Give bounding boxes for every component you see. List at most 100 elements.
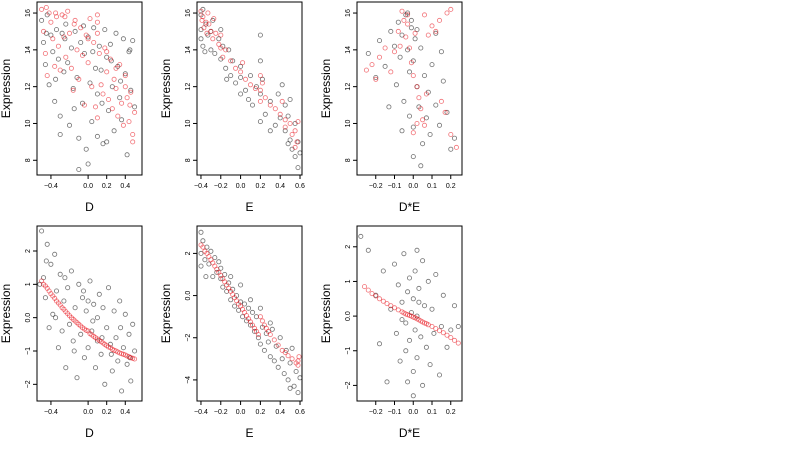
x-tick-label: 0.1: [427, 183, 437, 190]
data-point: [267, 354, 273, 360]
data-point: [444, 109, 450, 115]
y-tick-label: 8: [185, 158, 192, 162]
data-point: [282, 124, 288, 130]
data-point: [262, 111, 268, 117]
scatter-panel: −0.4 0.0 0.2 0.4 8 10 12 14 16 D Expression: [0, 1, 143, 214]
data-point: [391, 49, 397, 55]
plot-frame: [196, 225, 303, 402]
data-point: [242, 87, 248, 93]
data-point: [410, 154, 416, 160]
y-tick-label: 1: [25, 282, 32, 286]
data-point: [130, 38, 136, 44]
data-point: [414, 355, 420, 361]
data-point: [262, 95, 268, 101]
data-point: [128, 87, 134, 93]
data-point: [220, 284, 226, 290]
data-point: [65, 60, 71, 66]
x-tick-label: 0.4: [120, 183, 130, 190]
data-point: [416, 317, 422, 323]
data-point: [292, 154, 298, 160]
data-point: [420, 141, 426, 147]
data-point: [416, 285, 422, 291]
data-point: [451, 303, 457, 309]
x-tick-label: −0.4: [194, 409, 208, 416]
data-point: [295, 165, 301, 171]
data-point: [52, 251, 58, 257]
data-point: [436, 328, 442, 334]
data-point: [198, 8, 204, 14]
data-point: [261, 347, 267, 353]
data-point: [130, 131, 136, 137]
x-tick-label: 0.2: [446, 409, 456, 416]
data-point: [39, 228, 45, 234]
data-point: [119, 117, 125, 123]
y-tick-label: 1: [345, 279, 352, 283]
data-point: [252, 86, 258, 92]
data-point: [423, 344, 429, 350]
data-point: [81, 102, 87, 108]
data-point: [267, 128, 273, 134]
data-point: [48, 261, 54, 267]
data-point: [89, 84, 95, 90]
data-point: [71, 21, 77, 27]
data-point: [223, 47, 229, 53]
data-point: [68, 45, 74, 51]
data-point: [267, 320, 273, 326]
x-tick-label: −0.4: [44, 183, 58, 190]
data-point: [267, 102, 273, 108]
data-point: [130, 139, 136, 145]
data-point: [200, 14, 206, 20]
data-point: [113, 86, 119, 92]
data-point: [257, 98, 263, 104]
data-point: [120, 122, 126, 128]
data-point: [453, 144, 459, 150]
data-point: [70, 338, 76, 344]
data-point: [257, 32, 263, 38]
data-point: [120, 345, 126, 351]
data-point: [393, 82, 399, 88]
data-point: [406, 275, 412, 281]
data-point: [124, 152, 130, 158]
data-point: [106, 108, 112, 114]
x-tick-label: −0.2: [369, 183, 383, 190]
data-point: [412, 327, 418, 333]
x-axis-label: E: [245, 200, 253, 214]
data-point: [85, 345, 91, 351]
data-point: [285, 141, 291, 147]
data-point: [277, 335, 283, 341]
data-point: [76, 135, 82, 141]
data-point: [94, 115, 100, 121]
data-point: [416, 95, 422, 101]
data-point: [272, 106, 278, 112]
data-point: [85, 36, 91, 42]
data-point: [76, 166, 82, 172]
data-point: [245, 305, 251, 311]
data-point: [373, 293, 379, 299]
data-point: [61, 298, 67, 304]
data-point: [59, 305, 65, 311]
data-point: [61, 34, 67, 40]
data-point: [228, 274, 234, 280]
data-point: [104, 49, 110, 55]
data-point: [83, 308, 89, 314]
data-point: [281, 371, 287, 377]
data-point: [238, 63, 244, 69]
data-point: [208, 47, 214, 53]
data-point: [124, 361, 130, 367]
data-point: [48, 291, 54, 297]
data-point: [93, 335, 99, 341]
data-point: [218, 276, 224, 282]
data-point: [100, 340, 106, 346]
data-point: [104, 69, 110, 75]
data-point: [408, 17, 414, 23]
data-point: [228, 73, 234, 79]
data-point: [63, 21, 69, 27]
data-point: [429, 62, 435, 68]
data-point: [403, 348, 409, 354]
data-point: [211, 16, 217, 22]
data-point: [83, 146, 89, 152]
data-point: [418, 106, 424, 112]
data-point: [198, 263, 204, 269]
y-tick-label: 10: [25, 119, 32, 127]
